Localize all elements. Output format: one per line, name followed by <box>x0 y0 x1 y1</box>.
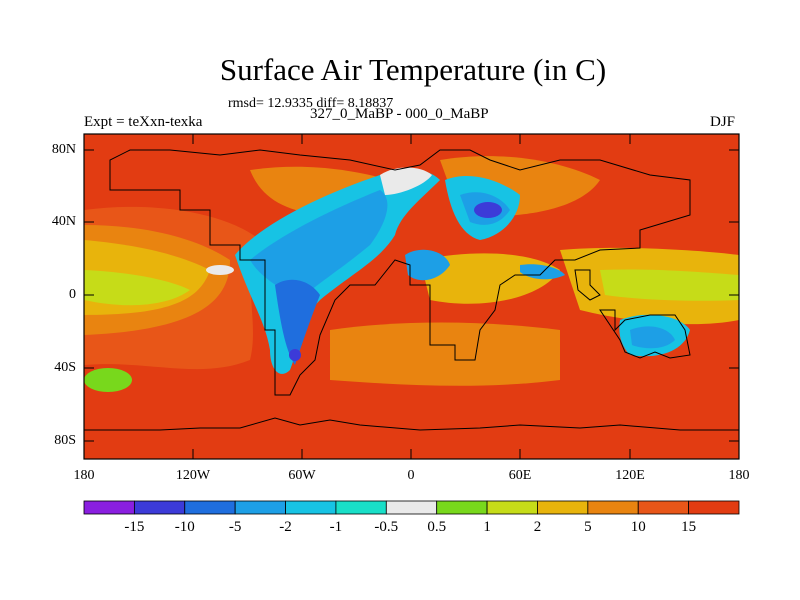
colorbar-swatch <box>335 500 387 515</box>
colorbar-swatch <box>637 500 690 515</box>
colorbar-label: 5 <box>584 519 592 535</box>
colorbar-label: 10 <box>630 519 646 535</box>
colorbar-swatch <box>486 500 538 515</box>
lon-label-180w: 180 <box>73 468 95 483</box>
lat-label-40s: 40S <box>54 360 76 375</box>
comparison-text: 327_0_MaBP - 000_0_MaBP <box>310 106 489 122</box>
colorbar-swatch <box>436 500 488 515</box>
colorbar-label: -5 <box>228 519 242 535</box>
lon-label-120e: 120E <box>615 468 645 483</box>
temperature-field <box>84 134 739 459</box>
colorbar-label: -2 <box>279 519 292 535</box>
axis-ticks <box>84 134 739 459</box>
colorbar-swatch <box>385 500 438 515</box>
map-title: Surface Air Temperature (in C) <box>219 52 607 87</box>
lon-label-180e: 180 <box>728 468 750 483</box>
lon-label-0: 0 <box>407 468 415 483</box>
coastline-outline <box>109 149 691 396</box>
colorbar-swatch <box>234 500 286 515</box>
colorbar-label: 15 <box>681 519 697 535</box>
rmsd-diff-text: rmsd= 12.9335 diff= 8.18837 <box>228 96 394 111</box>
season-label: DJF <box>710 114 736 130</box>
colorbar-swatch <box>285 500 337 515</box>
colorbar-swatch <box>587 500 639 515</box>
lat-label-80s: 80S <box>54 433 76 448</box>
experiment-label: Expt = teXxn-texka <box>84 114 203 130</box>
lat-label-equator: 0 <box>69 287 76 302</box>
colorbar-swatch <box>184 500 236 515</box>
lon-label-60w: 60W <box>288 468 316 483</box>
lon-label-120w: 120W <box>175 468 211 483</box>
colorbar-label: 2 <box>533 519 542 535</box>
colorbar-swatch <box>83 500 135 515</box>
colorbar-swatch <box>688 500 740 515</box>
colorbar-label: 0.5 <box>427 519 447 535</box>
lat-label-40n: 40N <box>51 214 76 229</box>
colorbar-label: 1 <box>483 519 491 535</box>
lon-label-60e: 60E <box>508 468 532 483</box>
colorbar-label: -15 <box>124 519 145 535</box>
colorbar-label: -0.5 <box>374 519 399 535</box>
colorbar-label: -1 <box>329 519 343 535</box>
lat-label-80n: 80N <box>51 142 76 157</box>
colorbar <box>83 500 740 515</box>
colorbar-swatch <box>537 500 589 515</box>
colorbar-label: -10 <box>174 519 195 535</box>
colorbar-swatch <box>133 500 186 515</box>
